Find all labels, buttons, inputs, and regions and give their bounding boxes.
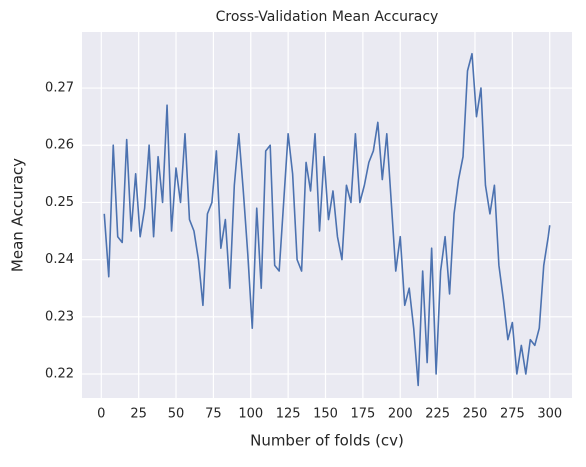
y-tick-label: 0.27 xyxy=(45,81,74,96)
x-tick-label: 250 xyxy=(463,407,488,422)
x-tick-label: 175 xyxy=(350,407,375,422)
data-line xyxy=(103,52,551,387)
x-tick-label: 225 xyxy=(425,407,450,422)
x-tick-label: 200 xyxy=(388,407,413,422)
y-tick-label: 0.22 xyxy=(45,366,74,381)
x-tick-label: 100 xyxy=(238,407,263,422)
x-tick-label: 275 xyxy=(500,407,525,422)
x-tick-label: 25 xyxy=(130,407,147,422)
y-tick-label: 0.24 xyxy=(45,252,74,267)
x-tick-label: 125 xyxy=(276,407,301,422)
y-axis-label: Mean Accuracy xyxy=(9,158,27,272)
plot-area xyxy=(82,32,572,398)
y-tick-label: 0.25 xyxy=(45,195,74,210)
chart-title: Cross-Validation Mean Accuracy xyxy=(216,9,439,25)
x-tick-label: 50 xyxy=(168,407,185,422)
y-tick-label: 0.26 xyxy=(45,138,74,153)
y-tick-label: 0.23 xyxy=(45,309,74,324)
x-tick-label: 150 xyxy=(313,407,338,422)
x-axis-label: Number of folds (cv) xyxy=(250,432,404,450)
x-tick-label: 75 xyxy=(205,407,222,422)
x-tick-label: 300 xyxy=(537,407,562,422)
x-tick-label: 0 xyxy=(97,407,105,422)
